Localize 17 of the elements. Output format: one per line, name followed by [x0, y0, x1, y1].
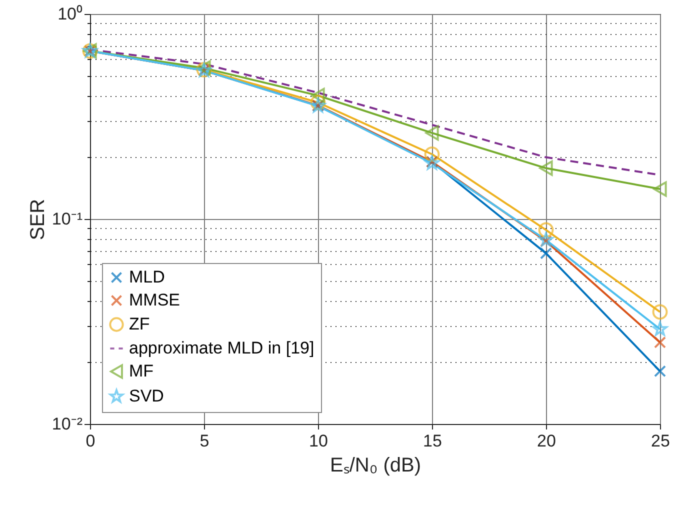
- x-axis-title: Eₛ/N₀ (dB): [330, 454, 421, 476]
- x-tick-label: 10: [309, 432, 328, 450]
- legend-label: approximate MLD in [19]: [129, 338, 314, 358]
- x-tick-label: 5: [200, 432, 210, 450]
- legend-label: SVD: [129, 386, 164, 406]
- y-axis-title: SER: [26, 198, 49, 240]
- x-tick-label: 15: [423, 432, 442, 450]
- x-tick-label: 25: [651, 432, 670, 450]
- legend-label: MF: [129, 362, 154, 380]
- legend-label: MMSE: [129, 290, 180, 310]
- x-tick-label: 0: [86, 432, 96, 450]
- legend-label: MLD: [129, 268, 165, 286]
- x-tick-label: 20: [537, 432, 556, 450]
- y-tick-label: 10⁻¹: [52, 210, 83, 228]
- y-tick-label: 10⁰: [58, 4, 82, 24]
- legend-label: ZF: [129, 314, 150, 334]
- y-tick-label: 10⁻²: [52, 414, 83, 434]
